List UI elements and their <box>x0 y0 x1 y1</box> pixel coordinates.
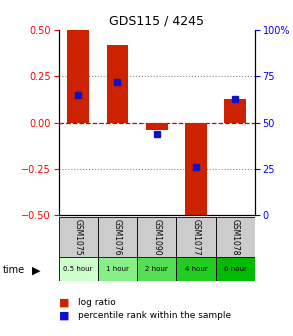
Text: GSM1077: GSM1077 <box>192 218 200 255</box>
Text: GSM1076: GSM1076 <box>113 218 122 255</box>
Text: log ratio: log ratio <box>78 298 115 307</box>
Bar <box>67 30 89 123</box>
Text: 6 hour: 6 hour <box>224 266 247 272</box>
Text: 1 hour: 1 hour <box>106 266 129 272</box>
Bar <box>216 257 255 281</box>
Bar <box>137 217 176 257</box>
Text: ■: ■ <box>59 311 69 321</box>
Text: ▶: ▶ <box>32 266 41 276</box>
Bar <box>146 123 168 130</box>
Text: percentile rank within the sample: percentile rank within the sample <box>78 311 231 320</box>
Text: GSM1090: GSM1090 <box>152 218 161 255</box>
Text: 2 hour: 2 hour <box>145 266 168 272</box>
Text: ■: ■ <box>59 297 69 307</box>
Bar <box>137 257 176 281</box>
Bar <box>98 217 137 257</box>
Text: GSM1078: GSM1078 <box>231 219 240 255</box>
Bar <box>98 257 137 281</box>
Bar <box>224 99 246 123</box>
Title: GDS115 / 4245: GDS115 / 4245 <box>109 15 204 28</box>
Text: GSM1075: GSM1075 <box>74 218 83 255</box>
Text: time: time <box>3 265 25 276</box>
Bar <box>107 45 128 123</box>
Text: 4 hour: 4 hour <box>185 266 207 272</box>
Bar <box>185 123 207 215</box>
Bar <box>59 257 98 281</box>
Bar <box>176 217 216 257</box>
Bar <box>216 217 255 257</box>
Bar <box>176 257 216 281</box>
Bar <box>59 217 98 257</box>
Text: 0.5 hour: 0.5 hour <box>64 266 93 272</box>
